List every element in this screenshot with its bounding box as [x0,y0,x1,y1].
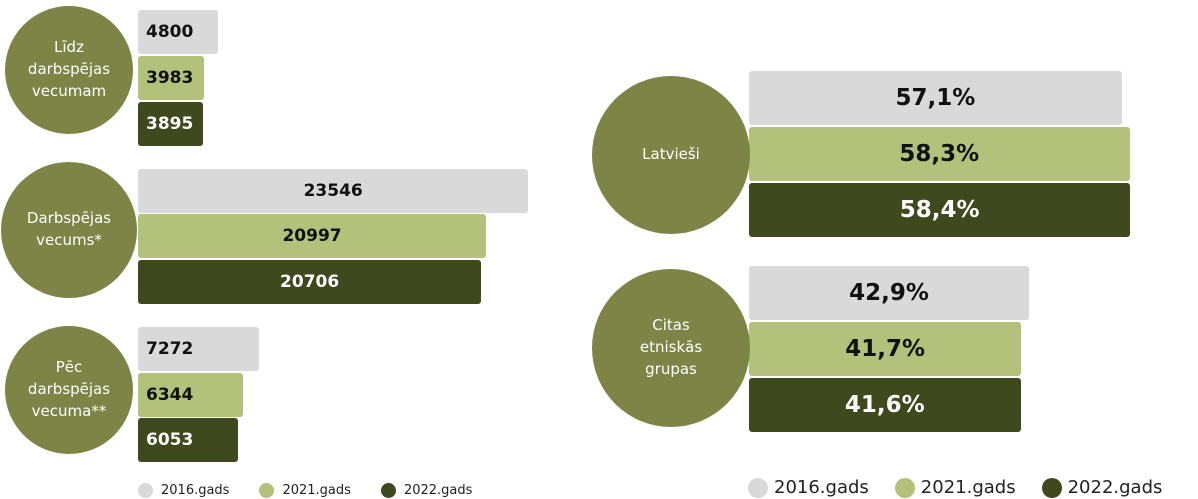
bar-lidz-darbspejas-vecumam-2016-gads: 4800 [138,10,218,54]
bar-lidz-darbspejas-vecumam-2021-gads: 3983 [138,56,205,100]
legend-item-2016-gads: 2016.gads [138,483,229,498]
bar-latviesi-2022-gads: 58,4% [749,183,1131,237]
legend-swatch-icon [1041,477,1062,498]
age-group-chart: Līdz darbspējas vecumam 4800 3983 3895 Darbs… [0,0,590,499]
ethnicity-chart: Latvieši 57,1% 58,3% 58,4% Citas etniskās gr… [590,0,1198,499]
bar-darbspejas-vecums-2022-gads: 20706 [138,260,482,304]
bar-value-label: 3983 [146,68,194,88]
category-label: Pēc darbspējas vecuma** [27,358,111,420]
legend-label: 2022.gads [403,483,473,498]
legend-swatch-icon [748,477,768,498]
legend: 2016.gads 2021.gads 2022.gads [138,483,502,498]
bar-citas-etniskas-grupas-2022-gads: 41,6% [749,378,1021,432]
bar-value-label: 20706 [280,272,340,292]
legend-label: 2022.gads [1067,477,1163,498]
category-circle-latviesi: Latvieši [592,76,750,234]
legend-item-2022-gads: 2022.gads [380,483,473,498]
bar-value-label: 58,4% [899,197,980,223]
bar-value-label: 6344 [146,385,194,405]
legend-item-2022-gads: 2022.gads [1041,477,1163,498]
bar-value-label: 41,7% [845,336,925,362]
bar-darbspejas-vecums-2021-gads: 20997 [138,214,487,258]
bar-pec-darbspejas-vecuma-2016-gads: 7272 [138,327,259,371]
bar-value-label: 4800 [146,22,194,42]
legend-item-2016-gads: 2016.gads [748,477,869,498]
bar-value-label: 42,9% [849,280,929,306]
bar-value-label: 23546 [303,181,363,201]
bar-value-label: 7272 [146,339,194,359]
category-label: Darbspējas vecums* [26,209,112,249]
bar-pec-darbspejas-vecuma-2022-gads: 6053 [138,418,239,462]
bar-value-label: 3895 [146,114,194,134]
bar-value-label: 20997 [282,226,342,246]
legend: 2016.gads 2021.gads 2022.gads [748,477,1188,498]
bar-value-label: 58,3% [899,141,980,167]
legend-swatch-icon [380,483,396,498]
bar-latviesi-2016-gads: 57,1% [749,71,1122,125]
legend-swatch-icon [259,483,275,498]
legend-swatch-icon [894,477,915,498]
legend-label: 2016.gads [161,483,230,498]
category-circle-lidz-darbspejas-vecumam: Līdz darbspējas vecumam [5,6,133,134]
category-circle-citas-etniskas-grupas: Citas etniskās grupas [592,269,750,427]
bar-pec-darbspejas-vecuma-2021-gads: 6344 [138,373,244,417]
legend-swatch-icon [138,483,153,498]
bar-lidz-darbspejas-vecumam-2022-gads: 3895 [138,102,203,146]
bar-value-label: 6053 [146,430,194,450]
bar-darbspejas-vecums-2016-gads: 23546 [138,169,529,213]
bar-citas-etniskas-grupas-2016-gads: 42,9% [749,266,1030,320]
category-circle-pec-darbspejas-vecuma: Pēc darbspējas vecuma** [5,326,133,454]
bar-latviesi-2021-gads: 58,3% [749,127,1130,181]
bar-value-label: 41,6% [844,392,925,418]
category-circle-darbspejas-vecums: Darbspējas vecums* [1,162,137,298]
legend-item-2021-gads: 2021.gads [894,477,1016,498]
legend-label: 2016.gads [774,477,869,498]
category-label: Līdz darbspējas vecumam [27,38,111,100]
legend-item-2021-gads: 2021.gads [259,483,351,498]
bar-citas-etniskas-grupas-2021-gads: 41,7% [749,322,1022,376]
legend-label: 2021.gads [282,483,351,498]
category-label: Citas etniskās grupas [639,316,703,378]
legend-label: 2021.gads [920,477,1016,498]
bar-value-label: 57,1% [895,85,976,111]
category-label: Latvieši [642,145,700,164]
